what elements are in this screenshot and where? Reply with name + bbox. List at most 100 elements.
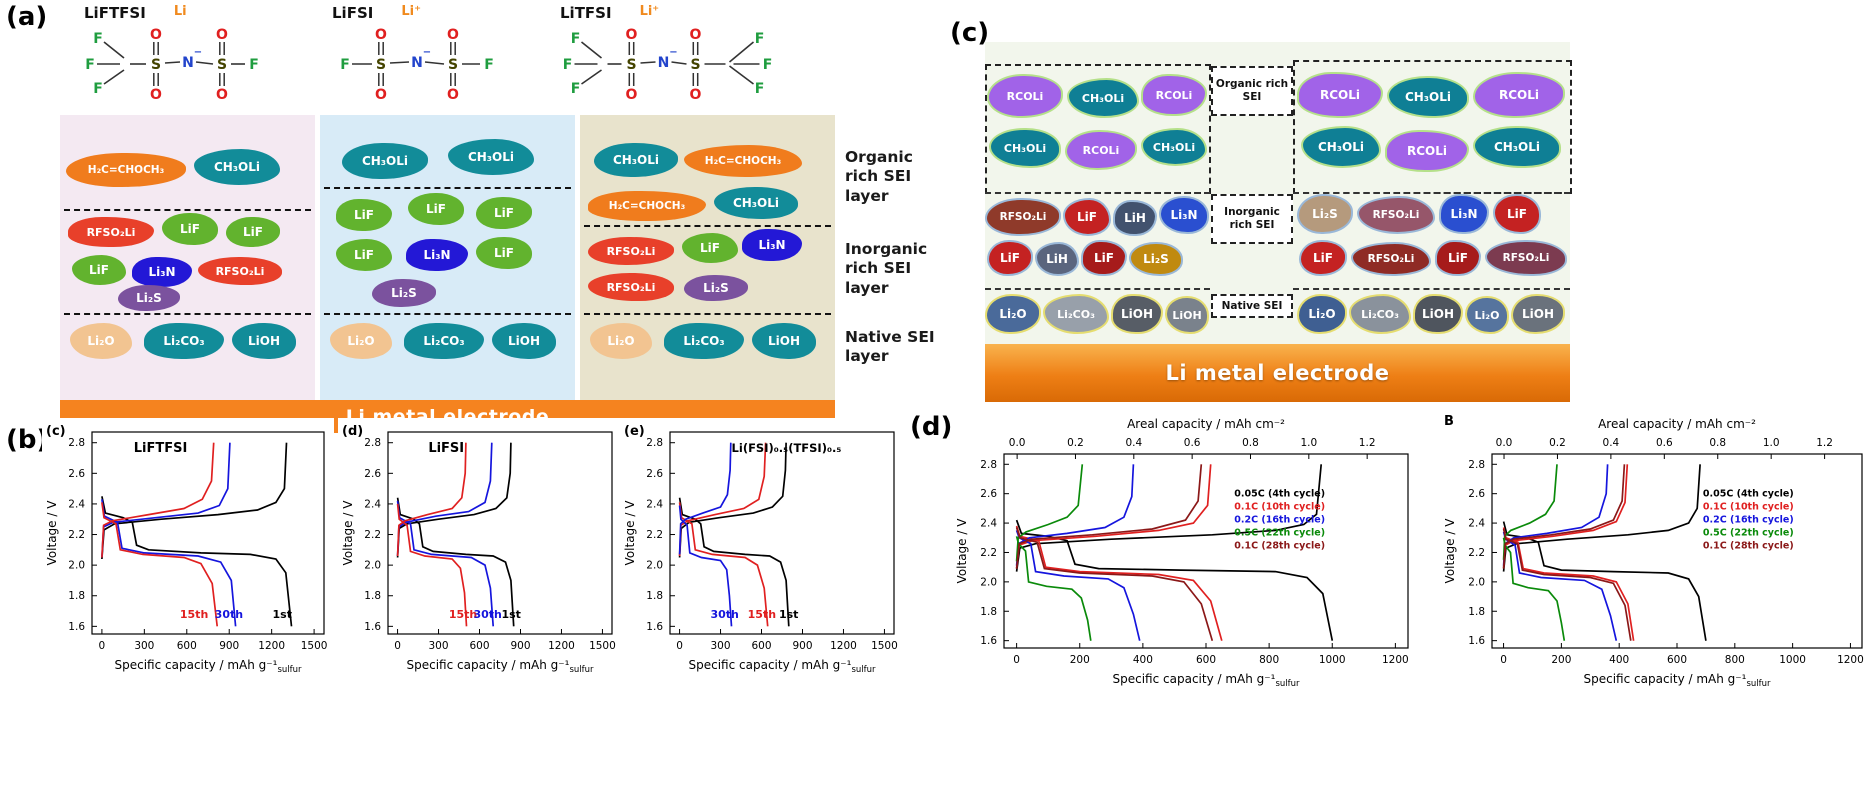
- organic-rich-sei-label: Organic rich SEI: [1211, 66, 1293, 116]
- svg-text:1.8: 1.8: [646, 590, 663, 602]
- layer-boundary-line: [1293, 192, 1570, 194]
- svg-text:S: S: [448, 57, 458, 73]
- sei-blob-LiOH: LiOH: [1165, 296, 1209, 334]
- svg-text:Voltage / V: Voltage / V: [955, 518, 969, 584]
- sei-blob-LiN: Li₃N: [406, 239, 468, 271]
- sei-panel-lifsi: CH₃OLi CH₃OLi LiF LiF LiF LiF Li₃N LiF Li₂S Li₂O L…: [320, 115, 575, 400]
- svg-text:O: O: [447, 87, 459, 102]
- sei-blob-RCOLi: RCOLi: [1297, 72, 1383, 118]
- svg-text:30th: 30th: [473, 608, 501, 621]
- svg-text:600: 600: [1667, 654, 1687, 666]
- svg-text:1500: 1500: [589, 640, 616, 652]
- molecule-litfsi-structure: F F F S O O N − S O O F F F: [560, 22, 808, 103]
- svg-text:1st: 1st: [273, 608, 292, 621]
- svg-text:1.6: 1.6: [68, 621, 85, 633]
- svg-text:2.4: 2.4: [646, 498, 663, 510]
- sei-blob-LiCO: Li₂CO₃: [664, 323, 744, 359]
- native-sei-layer-label: Native SEI layer: [845, 328, 935, 366]
- svg-text:LiFTFSI: LiFTFSI: [134, 441, 188, 456]
- sei-blob-CHOLi: CH₃OLi: [194, 149, 280, 185]
- layer-boundary-line: [584, 225, 831, 227]
- molecule-lifsi: LiFSI Li⁺ F S O O N − S O O F: [332, 4, 514, 103]
- sei-blob-LiF: LiF: [226, 217, 280, 247]
- panel-d-label: (d): [910, 412, 953, 442]
- svg-text:1.6: 1.6: [1468, 635, 1485, 647]
- sei-blob-RCOLi: RCOLi: [1065, 130, 1137, 170]
- sei-blob-CHOLi: CH₃OLi: [989, 128, 1061, 168]
- sei-blob-LiF: LiF: [1299, 240, 1347, 276]
- svg-text:0.5C (22th cycle): 0.5C (22th cycle): [1703, 528, 1794, 539]
- organic-sei-layer-label: Organic rich SEI layer: [845, 148, 913, 205]
- chart-rate-capability-a: 0 200 400 600 800 1000 1200 1.6 1.8 2.0 2.2 2.4 2.6 2…: [952, 408, 1420, 700]
- svg-text:F: F: [571, 81, 581, 97]
- svg-text:0.1C (10th cycle): 0.1C (10th cycle): [1234, 502, 1325, 513]
- sei-blob-LiS: Li₂S: [1297, 194, 1353, 234]
- svg-text:0.4: 0.4: [1125, 437, 1142, 449]
- svg-text:600: 600: [469, 640, 489, 652]
- sei-blob-LiF: LiF: [1493, 194, 1541, 234]
- svg-text:1200: 1200: [1837, 654, 1864, 666]
- svg-text:1.6: 1.6: [980, 635, 997, 647]
- svg-text:400: 400: [1133, 654, 1153, 666]
- svg-text:O: O: [690, 27, 702, 43]
- sei-blob-RCOLi: RCOLi: [1141, 74, 1207, 116]
- svg-text:Specific capacity / mAh g⁻¹sul: Specific capacity / mAh g⁻¹sulfur: [115, 658, 302, 675]
- sei-blob-LiS: Li₂S: [118, 285, 180, 311]
- svg-text:F: F: [763, 57, 773, 73]
- svg-text:15th: 15th: [748, 608, 776, 621]
- svg-text:S: S: [626, 57, 636, 73]
- svg-text:2.4: 2.4: [1468, 518, 1485, 530]
- svg-text:2.0: 2.0: [980, 576, 997, 588]
- lithium-cation-label: Li: [173, 4, 187, 19]
- svg-text:O: O: [626, 27, 638, 43]
- svg-text:B: B: [1444, 414, 1454, 429]
- svg-text:0: 0: [1013, 654, 1020, 666]
- sei-blob-LiF: LiF: [1081, 240, 1127, 276]
- svg-text:400: 400: [1609, 654, 1629, 666]
- sei-blob-RFSOLi: RFSO₂Li: [588, 237, 674, 265]
- sei-blob-LiOH: LiOH: [1111, 294, 1163, 334]
- svg-text:S: S: [217, 57, 227, 73]
- sei-blob-CHOLi: CH₃OLi: [448, 139, 534, 175]
- svg-text:1000: 1000: [1319, 654, 1346, 666]
- svg-text:2.4: 2.4: [364, 498, 381, 510]
- sei-blob-LiOH: LiOH: [752, 323, 816, 359]
- molecule-litfsi: LiTFSI Li⁺ F F F S O O N − S O O F F F: [560, 4, 810, 103]
- svg-text:0: 0: [1500, 654, 1507, 666]
- sei-blob-LiF: LiF: [72, 255, 126, 285]
- molecule-liftfsi-structure: F F F S O O N − S O O F: [84, 22, 284, 103]
- svg-text:0.2: 0.2: [1549, 437, 1566, 449]
- sei-blob-RFSOLi: RFSO₂Li: [985, 198, 1061, 236]
- sei-blob-LiCO: Li₂CO₃: [404, 323, 484, 359]
- svg-text:−: −: [423, 47, 431, 58]
- sei-blob-LiO: Li₂O: [70, 323, 132, 359]
- lithium-cation-label: Li⁺: [401, 4, 421, 19]
- svg-text:0.05C (4th cycle): 0.05C (4th cycle): [1703, 489, 1794, 500]
- svg-text:2.6: 2.6: [1468, 488, 1485, 500]
- svg-text:0.6: 0.6: [1184, 437, 1201, 449]
- svg-text:0.0: 0.0: [1496, 437, 1513, 449]
- svg-text:600: 600: [751, 640, 771, 652]
- svg-text:0.0: 0.0: [1009, 437, 1026, 449]
- native-sei-label: Native SEI: [1211, 294, 1293, 318]
- svg-text:1st: 1st: [779, 608, 798, 621]
- svg-text:1.8: 1.8: [68, 590, 85, 602]
- sei-blob-LiO: Li₂O: [330, 323, 392, 359]
- svg-text:900: 900: [219, 640, 239, 652]
- molecule-litfsi-name: LiTFSI: [560, 4, 612, 22]
- chart-rate-capability-b: B 0 200 400 600 800 1000 1200 1.6 1.8 2.0 2.2 2.4 2.6…: [1440, 408, 1874, 700]
- sei-blob-LiH: LiH: [1113, 200, 1157, 236]
- sei-panel-litfsi: CH₃OLi H₂C=CHOCH₃ H₂C=CHOCH₃ CH₃OLi RFSO₂Li L…: [580, 115, 835, 400]
- sei-blob-RCOLi: RCOLi: [1473, 72, 1565, 118]
- sei-blob-CHOLi: CH₃OLi: [594, 143, 678, 177]
- svg-text:F: F: [85, 57, 95, 73]
- svg-text:0: 0: [676, 640, 683, 652]
- sei-blob-LiN: Li₃N: [132, 257, 192, 287]
- svg-text:1200: 1200: [830, 640, 857, 652]
- sei-blob-LiF: LiF: [408, 193, 464, 225]
- svg-text:O: O: [375, 87, 387, 102]
- layer-boundary-line: [324, 313, 571, 315]
- panel-b-label: (b): [6, 425, 49, 455]
- sei-blob-LiOH: LiOH: [232, 323, 296, 359]
